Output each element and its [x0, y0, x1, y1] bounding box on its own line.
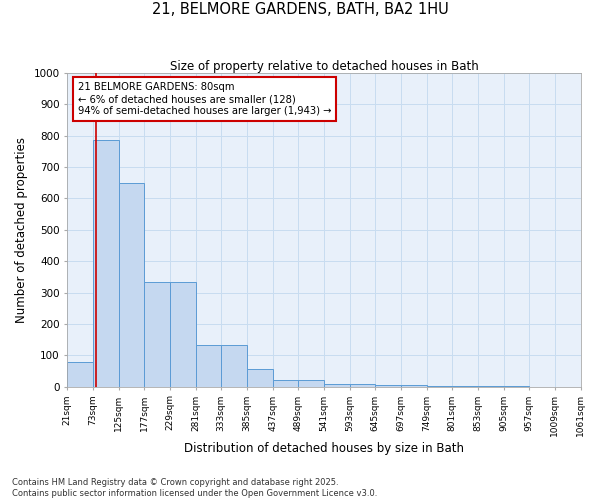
Bar — [67, 362, 93, 386]
X-axis label: Distribution of detached houses by size in Bath: Distribution of detached houses by size … — [184, 442, 464, 455]
Bar — [221, 345, 247, 387]
Bar — [298, 380, 324, 386]
Bar — [196, 345, 221, 387]
Bar — [93, 140, 119, 386]
Bar — [144, 282, 170, 387]
Text: 21 BELMORE GARDENS: 80sqm
← 6% of detached houses are smaller (128)
94% of semi-: 21 BELMORE GARDENS: 80sqm ← 6% of detach… — [77, 82, 331, 116]
Text: Contains HM Land Registry data © Crown copyright and database right 2025.
Contai: Contains HM Land Registry data © Crown c… — [12, 478, 377, 498]
Bar — [170, 282, 196, 387]
Title: Size of property relative to detached houses in Bath: Size of property relative to detached ho… — [170, 60, 478, 73]
Bar — [119, 184, 144, 386]
Bar — [272, 380, 298, 386]
Bar — [247, 369, 272, 386]
Text: 21, BELMORE GARDENS, BATH, BA2 1HU: 21, BELMORE GARDENS, BATH, BA2 1HU — [152, 2, 448, 18]
Bar — [324, 384, 350, 386]
Bar — [375, 385, 401, 386]
Y-axis label: Number of detached properties: Number of detached properties — [15, 137, 28, 323]
Bar — [350, 384, 375, 386]
Bar — [401, 385, 427, 386]
